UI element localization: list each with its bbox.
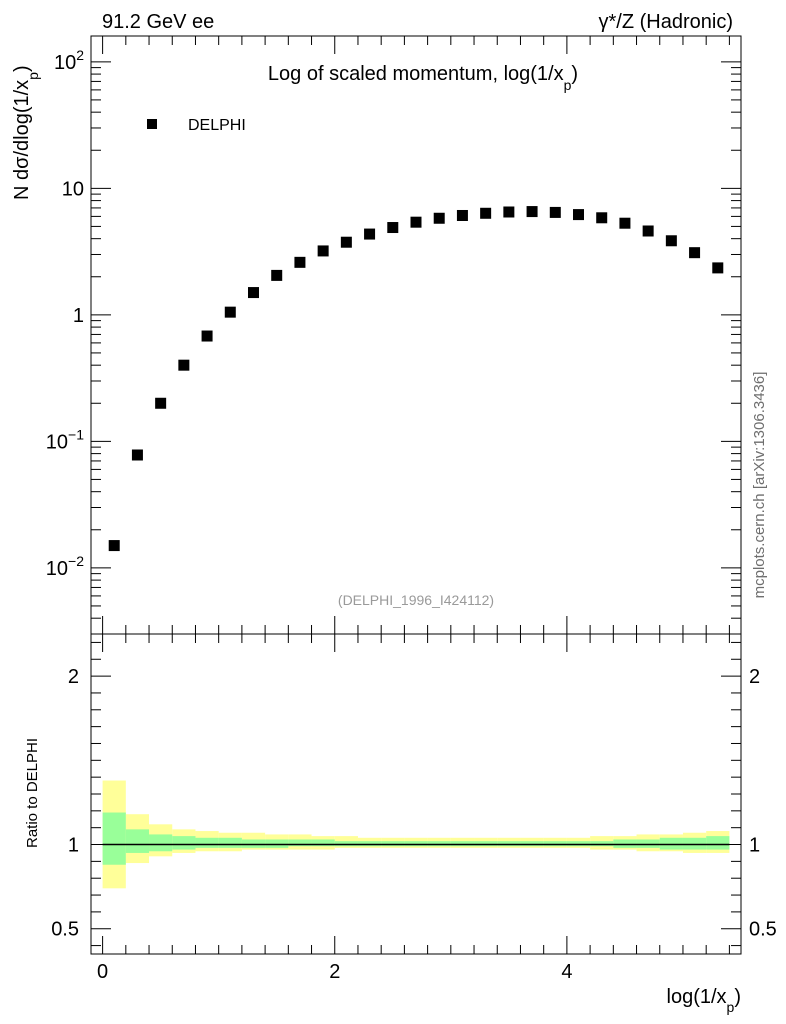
uncertainty-band-segment	[102, 812, 126, 865]
uncertainty-band-segment	[474, 841, 498, 847]
uncertainty-band-segment	[706, 836, 730, 850]
data-point	[294, 256, 306, 268]
ratio-panel: 0.5 0.5 1 1 2 2 0 2 4 Ratio to DELPHI log(1/xp)	[24, 633, 777, 1015]
data-point	[317, 245, 329, 257]
uncertainty-band-segment	[613, 839, 637, 848]
data-point	[433, 212, 445, 224]
data-point	[178, 359, 190, 371]
data-point	[364, 228, 376, 240]
x-tick-label: 0	[97, 961, 108, 983]
uncertainty-band-segment	[172, 836, 196, 850]
data-point	[689, 247, 701, 259]
data-point	[201, 330, 213, 342]
data-point	[108, 540, 120, 552]
uncertainty-band-segment	[381, 841, 405, 847]
data-point	[712, 262, 724, 274]
ratio-y-tick-label-right: 0.5	[749, 919, 777, 941]
uncertainty-band-segment	[288, 839, 312, 847]
data-point	[573, 209, 584, 221]
header-energy-label: 91.2 GeV ee	[102, 11, 214, 33]
data-point	[224, 306, 236, 318]
data-point	[155, 397, 167, 409]
uncertainty-band-segment	[265, 839, 289, 848]
uncertainty-band-segment	[450, 841, 475, 847]
data-point	[131, 449, 143, 461]
main-y-tick-labels: 10−2 10−1 1 10 102	[46, 47, 84, 580]
ratio-y-tick-label-right: 2	[749, 666, 760, 688]
main-y-tick-label: 10	[62, 178, 84, 200]
uncertainty-band-segment	[149, 834, 173, 852]
main-axis-ticks	[91, 36, 741, 635]
uncertainty-band-segment	[311, 839, 335, 847]
x-tick-label: 4	[561, 961, 572, 983]
main-y-axis-label: N dσ/dlog(1/xp)	[11, 65, 41, 200]
analysis-id-annotation: (DELPHI_1996_I424112)	[338, 592, 494, 608]
uncertainty-band-segment	[218, 837, 242, 848]
main-y-tick-label: 1	[73, 305, 84, 327]
uncertainty-band-segment	[497, 841, 521, 847]
uncertainty-band-segment	[543, 841, 567, 847]
side-note: mcplots.cern.ch [arXiv:1306.3436]	[751, 372, 768, 599]
main-y-tick-label: 10−1	[46, 426, 84, 453]
data-point	[642, 225, 654, 237]
data-point	[665, 235, 677, 247]
ratio-uncertainty-bands	[102, 780, 730, 889]
header-process-label: γ*/Z (Hadronic)	[599, 11, 733, 33]
ratio-axis-ticks	[91, 634, 741, 954]
x-tick-label: 2	[329, 961, 340, 983]
data-point	[596, 212, 608, 224]
data-point	[410, 216, 422, 228]
uncertainty-band-segment	[195, 837, 219, 848]
uncertainty-band-segment	[636, 839, 660, 848]
uncertainty-band-segment	[590, 841, 614, 847]
uncertainty-band-segment	[566, 841, 591, 847]
data-point	[248, 287, 259, 299]
uncertainty-band-segment	[520, 841, 544, 847]
uncertainty-band-segment	[357, 841, 382, 847]
ratio-y-tick-label-left: 0.5	[51, 919, 79, 941]
main-panel: 10−2 10−1 1 10 102 Log of scaled momentum, l…	[11, 35, 742, 635]
data-point	[387, 222, 399, 234]
main-y-tick-label: 10−2	[46, 553, 84, 580]
ratio-y-tick-label-left: 2	[68, 666, 79, 688]
data-point	[271, 269, 283, 281]
main-y-tick-label: 102	[54, 47, 84, 74]
uncertainty-band-segment	[682, 837, 707, 850]
uncertainty-band-segment	[125, 829, 150, 853]
data-point	[456, 209, 468, 221]
uncertainty-band-segment	[404, 841, 428, 847]
ratio-plot-frame	[90, 633, 742, 955]
data-point	[549, 206, 561, 218]
ratio-y-tick-label-right: 1	[749, 835, 760, 857]
uncertainty-band-segment	[427, 841, 451, 847]
main-title: Log of scaled momentum, log(1/xp)	[268, 63, 578, 93]
uncertainty-band-segment	[334, 841, 358, 847]
data-point	[340, 236, 352, 248]
ratio-y-axis-label: Ratio to DELPHI	[24, 738, 41, 848]
ratio-tick-labels: 0.5 0.5 1 1 2 2 0 2 4	[51, 666, 777, 983]
data-point	[526, 206, 538, 218]
legend-label: DELPHI	[188, 117, 246, 134]
data-point	[619, 217, 631, 229]
uncertainty-band-segment	[241, 839, 266, 848]
ratio-y-tick-label-left: 1	[68, 835, 79, 857]
legend-marker	[147, 119, 157, 129]
x-axis-label: log(1/xp)	[667, 986, 742, 1015]
data-point	[503, 206, 515, 218]
delphi-data-points	[108, 206, 724, 552]
uncertainty-band-segment	[659, 837, 683, 850]
data-point	[480, 207, 492, 219]
